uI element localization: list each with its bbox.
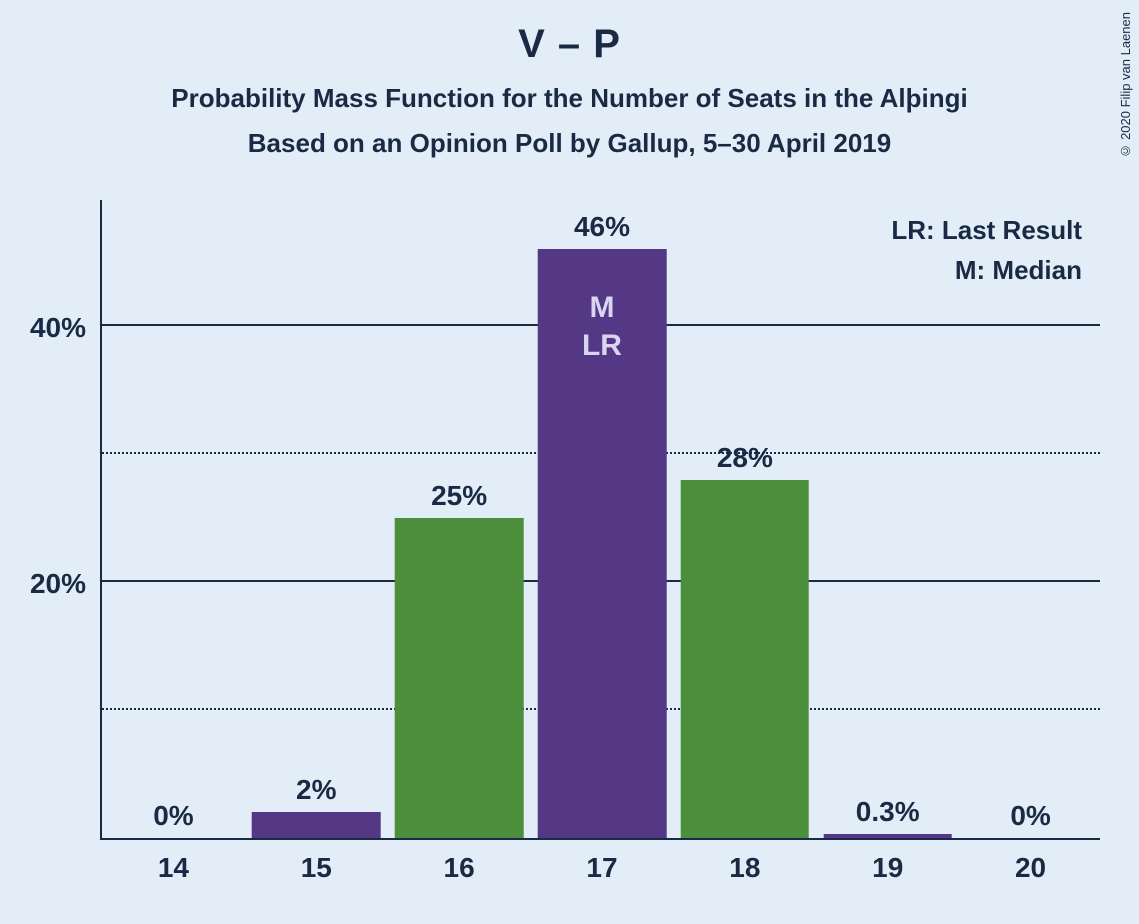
bar: 2% xyxy=(252,812,381,838)
y-tick-label: 40% xyxy=(0,312,86,344)
chart-subtitle-2: Based on an Opinion Poll by Gallup, 5–30… xyxy=(0,128,1139,159)
bars-container: 0%2%25%46%MLR28%0.3%0% xyxy=(102,200,1100,838)
bar-slot: 0.3% xyxy=(816,200,959,838)
bar-slot: 0% xyxy=(959,200,1102,838)
bar-slot: 2% xyxy=(245,200,388,838)
plot-area: LR: Last Result M: Median 0%2%25%46%MLR2… xyxy=(100,200,1100,840)
bar-slot: 46%MLR xyxy=(531,200,674,838)
bar-value-label: 2% xyxy=(216,774,416,812)
bar-slot: 0% xyxy=(102,200,245,838)
chart-subtitle-1: Probability Mass Function for the Number… xyxy=(0,83,1139,114)
bar-value-label: 28% xyxy=(645,442,845,480)
bar: 46%MLR xyxy=(538,249,667,838)
bar: 28% xyxy=(681,480,810,838)
x-tick-label: 19 xyxy=(816,838,959,884)
x-tick-label: 17 xyxy=(531,838,674,884)
x-tick-label: 16 xyxy=(388,838,531,884)
chart-title: V – P xyxy=(0,22,1139,67)
x-tick-label: 14 xyxy=(102,838,245,884)
copyright-text: © 2020 Filip van Laenen xyxy=(1118,12,1133,159)
bar-value-label: 25% xyxy=(359,480,559,518)
bar: 25% xyxy=(395,518,524,838)
x-tick-label: 18 xyxy=(673,838,816,884)
y-tick-label: 20% xyxy=(0,568,86,600)
bar-annotation: MLR xyxy=(502,289,702,364)
title-block: V – P Probability Mass Function for the … xyxy=(0,0,1139,159)
bar-slot: 28% xyxy=(673,200,816,838)
x-tick-label: 20 xyxy=(959,838,1102,884)
bar-value-label: 46% xyxy=(502,211,702,249)
x-tick-label: 15 xyxy=(245,838,388,884)
bar-value-label: 0% xyxy=(931,800,1131,838)
